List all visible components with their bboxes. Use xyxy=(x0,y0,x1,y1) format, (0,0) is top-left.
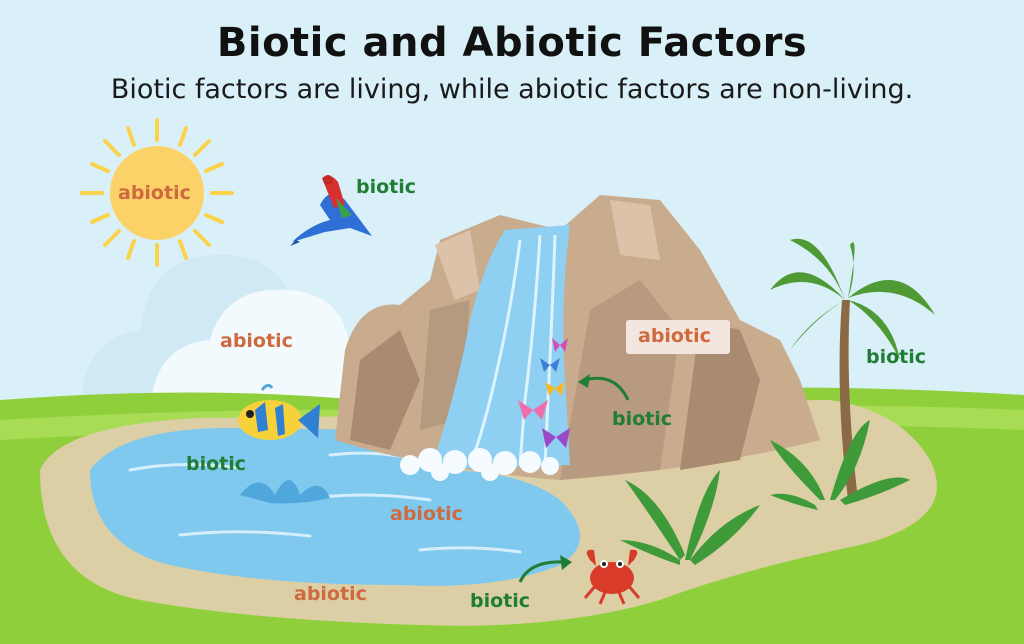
label-water: abiotic xyxy=(390,503,463,525)
page-title: Biotic and Abiotic Factors xyxy=(216,20,808,66)
arrow-icons xyxy=(518,376,630,583)
rock-label-background xyxy=(626,320,730,354)
crab-icon xyxy=(583,549,641,605)
label-fish: biotic xyxy=(186,453,247,475)
sun-icon xyxy=(80,118,234,267)
label-sand: abiotic xyxy=(294,583,367,605)
label-rock: abiotic xyxy=(638,325,711,347)
page-subtitle: Biotic factors are living, while abiotic… xyxy=(110,74,914,105)
label-palm: biotic xyxy=(866,346,927,368)
label-parrot: biotic xyxy=(356,176,417,198)
butterfly-icons xyxy=(518,338,570,448)
label-butterflies: biotic xyxy=(612,408,673,430)
label-crab: biotic xyxy=(470,590,531,612)
label-sun: abiotic xyxy=(118,182,191,204)
cloud-icon xyxy=(79,254,385,420)
label-cloud: abiotic xyxy=(220,330,293,352)
water-splash xyxy=(240,480,330,504)
parrot-icon xyxy=(290,175,372,246)
arrow-to-butterflies xyxy=(584,376,630,401)
plant-icons xyxy=(620,420,910,565)
fish-icon xyxy=(238,383,320,440)
palm-tree-icon xyxy=(770,238,935,500)
water xyxy=(90,428,580,586)
arrow-to-crab xyxy=(518,560,566,583)
